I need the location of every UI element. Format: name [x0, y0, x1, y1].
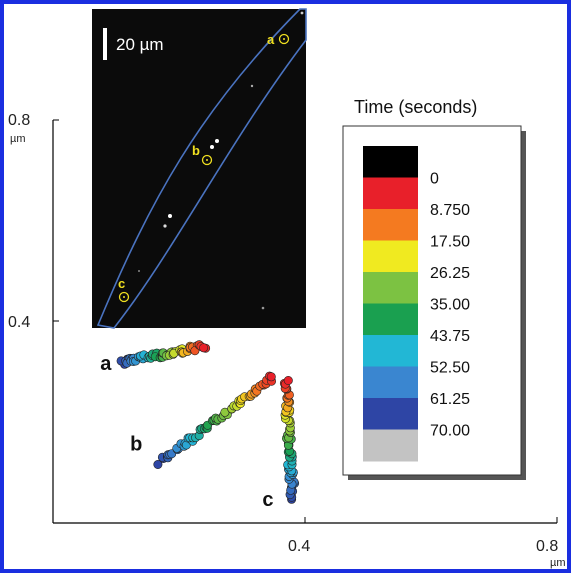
inset-micrograph: 20 µm a b c [92, 8, 307, 329]
legend-label-2: 8.750 [430, 202, 470, 219]
trajectory-label-b: b [130, 434, 142, 456]
y-axis-unit: µm [10, 133, 26, 145]
scale-bar-label: 20 µm [116, 35, 164, 54]
trajectory-point-a [199, 343, 209, 353]
inset-marker-label-c: c [118, 276, 125, 291]
inset-marker-label-a: a [267, 32, 275, 47]
legend-label-8: 61.25 [430, 391, 470, 408]
trajectory-point-c [283, 375, 293, 385]
x-axis-unit: µm [550, 557, 566, 569]
legend-label-4: 26.25 [430, 265, 470, 282]
legend-swatch-0 [363, 146, 418, 178]
legend-label-9: 70.00 [430, 423, 470, 440]
y-tick-label-0.4: 0.4 [8, 314, 30, 331]
trajectory-point-b [153, 459, 163, 469]
legend-title: Time (seconds) [354, 97, 477, 117]
cell-outline [96, 8, 307, 329]
inset-marker-a [278, 33, 290, 45]
legend-swatch-7 [363, 366, 418, 399]
legend-label-7: 52.50 [430, 360, 470, 377]
legend-swatch-8 [363, 398, 418, 430]
legend-swatch-9 [363, 429, 418, 462]
trajectory-label-a: a [100, 353, 112, 375]
inset-marker-b [201, 154, 213, 166]
legend-swatch-6 [363, 335, 418, 367]
legend-label-1: 0 [430, 171, 439, 188]
legend: Time (seconds) 0 8.750 17.50 26.25 35.00 43.7… [342, 97, 526, 480]
legend-label-5: 35.00 [430, 297, 470, 314]
x-tick-label-0.4: 0.4 [288, 538, 310, 555]
legend-label-3: 17.50 [430, 234, 470, 251]
legend-label-6: 43.75 [430, 328, 470, 345]
legend-swatch-1 [363, 177, 418, 210]
legend-swatch-3 [363, 240, 418, 273]
legend-swatch-2 [363, 209, 418, 241]
legend-swatch-4 [363, 272, 418, 304]
trajectory-point-b [266, 372, 276, 382]
y-tick-label-0.8: 0.8 [8, 112, 30, 129]
inset-marker-label-b: b [192, 143, 200, 158]
legend-swatch-5 [363, 303, 418, 336]
x-tick-label-0.8: 0.8 [536, 538, 558, 555]
inset-marker-c [118, 291, 130, 303]
trajectory-label-c: c [262, 489, 273, 511]
trajectories: a b c [100, 340, 300, 511]
